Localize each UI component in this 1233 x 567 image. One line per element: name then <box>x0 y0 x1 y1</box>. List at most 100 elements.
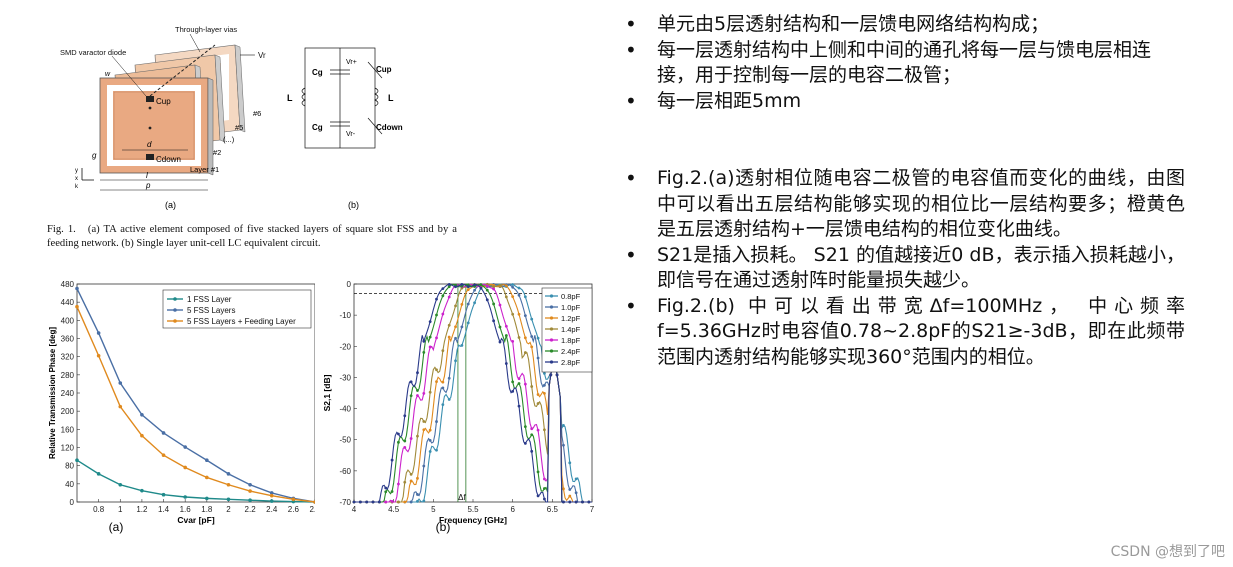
l-left-label: L <box>287 93 293 103</box>
cdown-label: Cdown <box>156 155 181 164</box>
d-label: d <box>147 140 152 149</box>
data-point <box>498 325 502 329</box>
data-point <box>466 288 470 291</box>
vrminus-label: Vr- <box>346 131 356 138</box>
data-point <box>441 312 445 316</box>
svg-text:y: y <box>75 168 78 174</box>
data-point <box>479 283 483 287</box>
data-point <box>428 320 432 323</box>
x-tick-label: 0.8 <box>93 505 105 514</box>
y-tick-label: 0 <box>347 280 352 289</box>
lc-circuit <box>301 47 383 149</box>
legend-marker <box>173 319 177 323</box>
legend-marker <box>549 338 554 342</box>
data-point <box>422 499 426 503</box>
data-point <box>543 477 546 481</box>
data-point <box>403 480 407 484</box>
data-point <box>568 494 572 498</box>
chart-a: 0 40 80 120 160 200 240 280 320 360 400 440 480 0.8 1 1… <box>48 280 315 534</box>
data-point <box>403 445 407 449</box>
data-point <box>523 336 527 340</box>
data-point <box>269 491 274 495</box>
y-tick-label: -20 <box>339 342 351 351</box>
data-point <box>441 287 445 291</box>
data-point <box>352 500 356 504</box>
x-tick-label: 5 <box>431 505 436 514</box>
data-point <box>574 477 578 481</box>
x-tick-label: 1 <box>118 505 123 514</box>
data-point <box>428 335 432 339</box>
data-point <box>416 499 419 503</box>
layer-dots-label: (...) <box>223 135 235 144</box>
fig1-caption-lead: Fig. 1. <box>47 224 76 235</box>
x-tick-label: 2.4 <box>266 505 278 514</box>
data-point <box>422 464 426 468</box>
fig1-caption: Fig. 1. (a) TA active element composed o… <box>47 223 457 251</box>
y-tick-label: 40 <box>65 480 74 489</box>
data-point <box>75 304 79 309</box>
layer2-label: #2 <box>213 148 221 157</box>
data-point <box>454 336 457 340</box>
data-point <box>485 284 489 288</box>
svg-text:k: k <box>75 184 79 190</box>
x-tick-label: 1.4 <box>158 505 170 514</box>
data-point <box>416 493 419 496</box>
y-axis-label: Relative Transmission Phase [deg] <box>48 327 57 459</box>
x-tick-label: 4.5 <box>388 505 400 514</box>
data-point <box>543 383 546 387</box>
data-point <box>473 288 476 292</box>
data-point <box>358 500 362 504</box>
bullet-item: 每一层透射结构中上侧和中间的通孔将每一层与馈电层相连接，用于控制每一层的电容二极… <box>625 38 1185 89</box>
data-point <box>517 404 521 408</box>
x-tick-label: 4 <box>352 505 357 514</box>
data-point <box>205 458 209 463</box>
y-tick-label: 0 <box>70 498 75 507</box>
data-point <box>435 297 438 301</box>
data-point <box>161 453 166 458</box>
data-point <box>96 472 101 476</box>
data-point <box>523 425 527 429</box>
legend-label: 2.4pF <box>561 347 581 356</box>
data-point <box>536 336 540 340</box>
data-point <box>511 380 515 384</box>
l-right-label: L <box>388 93 394 103</box>
via-label: Through-layer vias <box>175 25 237 34</box>
data-point <box>504 334 508 337</box>
data-point <box>428 390 432 394</box>
data-point <box>140 413 144 417</box>
data-point <box>517 293 521 297</box>
data-point <box>390 500 394 503</box>
data-point <box>447 295 451 299</box>
data-point <box>403 414 407 418</box>
data-point <box>403 439 407 443</box>
legend-label: 1.8pF <box>561 336 581 345</box>
data-point <box>511 389 515 393</box>
data-point <box>428 438 432 442</box>
data-point <box>511 283 515 286</box>
data-point <box>409 472 413 476</box>
data-point <box>562 424 565 427</box>
data-point <box>248 489 252 493</box>
data-point <box>460 325 464 329</box>
data-point <box>422 339 426 343</box>
chart-b-sublabel: (b) <box>436 520 451 534</box>
data-point <box>549 373 553 377</box>
data-point <box>511 285 515 289</box>
chart-a-sublabel: (a) <box>109 520 124 534</box>
data-point <box>397 482 400 486</box>
legend-label: 1.4pF <box>561 325 581 334</box>
data-point <box>530 385 534 388</box>
data-point <box>435 380 438 384</box>
legend-marker <box>549 360 554 364</box>
data-point <box>118 404 123 409</box>
data-point <box>226 482 231 487</box>
data-point <box>543 497 546 501</box>
data-point <box>504 324 508 328</box>
data-point <box>371 500 375 504</box>
data-point <box>441 294 445 298</box>
data-point <box>536 470 540 474</box>
data-point <box>536 494 540 498</box>
data-point <box>447 335 451 339</box>
x-tick-label: 1.6 <box>180 505 192 514</box>
watermark: CSDN @想到了吧 <box>1110 544 1225 560</box>
